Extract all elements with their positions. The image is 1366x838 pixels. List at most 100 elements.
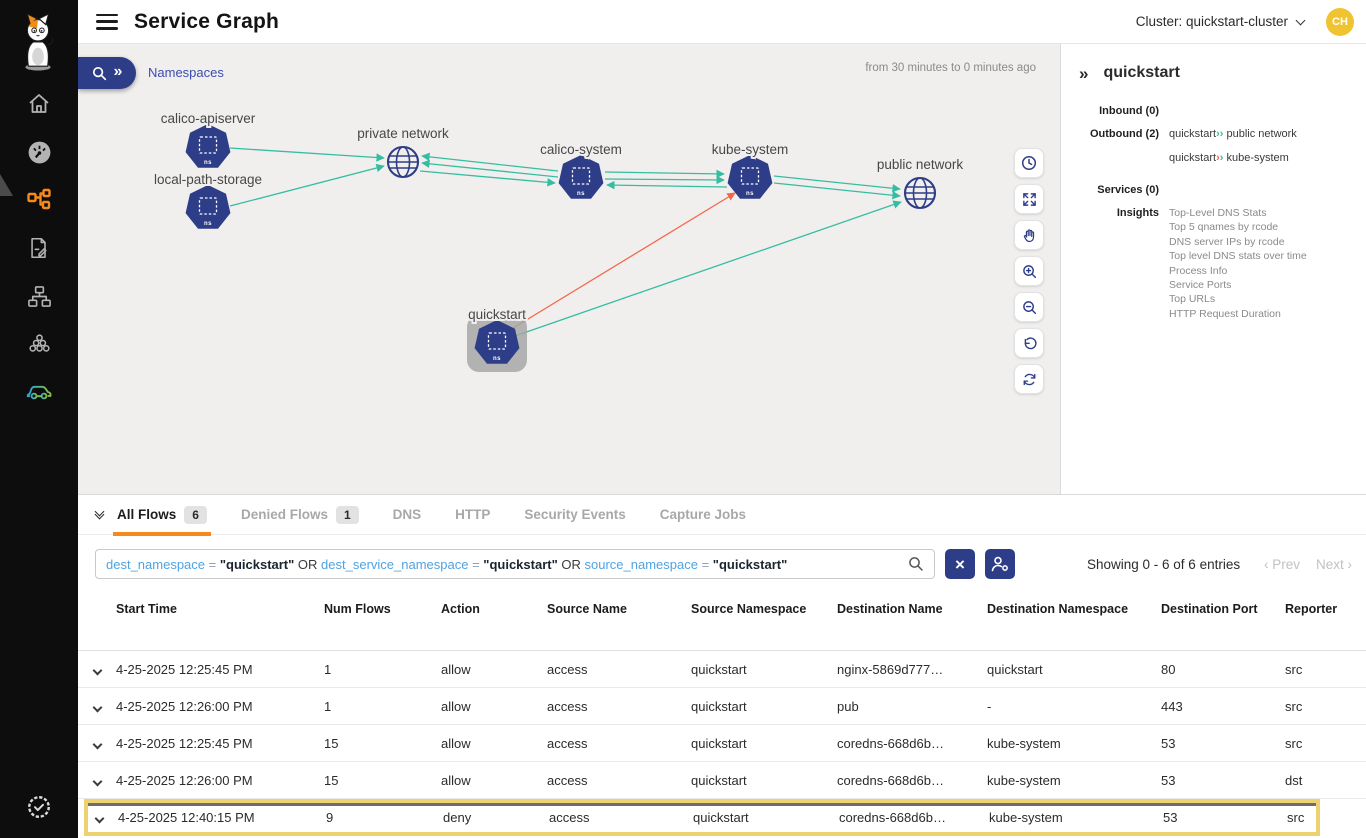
table-cell: quickstart <box>987 661 1043 677</box>
table-cell: access <box>547 698 588 714</box>
tab-dns[interactable]: DNS <box>393 495 422 535</box>
flow-filter-input[interactable]: dest_namespace = "quickstart" OR dest_se… <box>95 549 935 579</box>
table-cell: allow <box>441 698 471 714</box>
table-cell: 1 <box>324 698 332 714</box>
table-cell: quickstart <box>693 810 749 825</box>
tab-all-flows[interactable]: All Flows 6 <box>113 495 211 536</box>
verified-seal-icon[interactable] <box>24 792 54 822</box>
clear-filter-button[interactable]: × <box>945 549 975 579</box>
graph-node-public-network[interactable] <box>903 176 937 210</box>
tab-denied-flows[interactable]: Denied Flows 1 <box>241 495 359 535</box>
service-graph-area: ns calico-apiserver ns local-path-storage pr… <box>78 44 1060 494</box>
user-settings-button[interactable] <box>985 549 1015 579</box>
column-header-destination-namespace[interactable]: Destination Namespace <box>987 602 1129 616</box>
table-cell: src <box>1285 735 1303 751</box>
hamburger-menu-icon[interactable] <box>96 13 118 30</box>
details-panel-title: quickstart <box>1103 64 1180 81</box>
pan-button[interactable] <box>1014 220 1044 250</box>
flows-tabs: All Flows 6 Denied Flows 1 DNS HTTP Security E… <box>113 495 780 536</box>
column-header-reporter[interactable]: Reporter <box>1285 602 1338 616</box>
row-expander[interactable] <box>86 699 116 714</box>
graph-node-local-path-storage[interactable]: ns <box>185 185 231 229</box>
insights-list: Top-Level DNS Stats Top 5 qnames by rcode… <box>1159 206 1356 321</box>
row-expander[interactable] <box>88 810 118 825</box>
insight-item[interactable]: Service Ports <box>1169 279 1232 292</box>
table-row[interactable]: 4-25-2025 12:25:45 PM 1 allow access quickst… <box>78 651 1366 688</box>
breadcrumb-namespaces[interactable]: Namespaces <box>148 65 224 80</box>
table-cell: kube-system <box>987 772 1061 788</box>
tab-security-events[interactable]: Security Events <box>524 495 625 535</box>
prev-button[interactable]: ‹ Prev <box>1263 556 1300 572</box>
graph-toolbar <box>1014 148 1044 394</box>
avatar[interactable]: CH <box>1326 7 1354 36</box>
column-header-action[interactable]: Action <box>441 602 480 616</box>
outbound-source: quickstart <box>1169 152 1217 164</box>
column-header-source-name[interactable]: Source Name <box>547 602 627 616</box>
insight-item[interactable]: Process Info <box>1169 264 1228 277</box>
graph-node-calico-system[interactable]: ns <box>558 155 604 199</box>
cluster-selector[interactable]: Cluster: quickstart-cluster <box>1136 14 1306 29</box>
table-row[interactable]: 4-25-2025 12:40:15 PM 9 deny access quicksta… <box>84 799 1320 836</box>
service-graph-canvas[interactable]: ns calico-apiserver ns local-path-storage pr… <box>78 44 1060 494</box>
row-expander[interactable] <box>86 736 116 751</box>
graph-edge <box>604 169 725 179</box>
outbound-target: kube-system <box>1223 152 1289 164</box>
row-expander[interactable] <box>86 773 116 788</box>
insight-item[interactable]: HTTP Request Duration <box>1169 307 1281 320</box>
insight-item[interactable]: Top-Level DNS Stats <box>1169 207 1267 219</box>
panel-collapse-icon[interactable]: » <box>1079 63 1089 83</box>
graph-edge <box>421 159 559 178</box>
policies-icon[interactable] <box>24 233 54 263</box>
table-row[interactable]: 4-25-2025 12:25:45 PM 15 allow access quicks… <box>78 725 1366 762</box>
insights-label: Insights <box>1116 207 1159 219</box>
collapse-flows-icon[interactable] <box>94 506 105 520</box>
search-icon[interactable] <box>908 556 924 572</box>
flows-panel: All Flows 6 Denied Flows 1 DNS HTTP Security E… <box>78 494 1366 838</box>
network-tree-icon[interactable] <box>24 281 54 311</box>
column-header-destination-name[interactable]: Destination Name <box>837 602 943 616</box>
graph-node-quickstart[interactable]: ns <box>467 315 527 372</box>
undo-button[interactable] <box>1014 328 1044 358</box>
graph-node-private-network[interactable] <box>386 145 420 179</box>
home-icon[interactable] <box>24 89 54 119</box>
inbound-label: Inbound (0) <box>1099 105 1159 117</box>
table-row[interactable]: 4-25-2025 12:26:00 PM 15 allow access quicks… <box>78 762 1366 799</box>
tab-http[interactable]: HTTP <box>455 495 490 535</box>
zoom-in-icon <box>1022 264 1036 278</box>
table-cell: 4-25-2025 12:26:00 PM <box>116 698 253 714</box>
outbound-entry[interactable]: quickstart›› kube-system <box>1169 151 1356 166</box>
table-row[interactable]: 4-25-2025 12:26:00 PM 1 allow access quickst… <box>78 688 1366 725</box>
table-cell: 443 <box>1161 698 1183 714</box>
graph-edge <box>514 200 902 337</box>
column-header-num-flows[interactable]: Num Flows <box>324 602 391 616</box>
column-header-source-namespace[interactable]: Source Namespace <box>691 602 807 616</box>
time-settings-button[interactable] <box>1014 148 1044 178</box>
fit-to-view-button[interactable] <box>1014 184 1044 214</box>
insight-item[interactable]: Top 5 qnames by rcode <box>1169 221 1279 234</box>
graph-search-pill[interactable]: » <box>78 57 136 89</box>
insight-item[interactable]: Top URLs <box>1169 293 1216 306</box>
graph-node-calico-apiserver[interactable]: ns <box>185 124 231 168</box>
service-graph-icon[interactable] <box>24 185 54 215</box>
workloads-cluster-icon[interactable] <box>24 329 54 359</box>
column-header-start-time[interactable]: Start Time <box>116 602 177 616</box>
insight-item[interactable]: Top level DNS stats over time <box>1169 250 1307 263</box>
tab-label: HTTP <box>455 507 491 522</box>
pagination: ‹ Prev Next › <box>1264 557 1358 572</box>
top-header: Service Graph Cluster: quickstart-cluste… <box>78 0 1366 44</box>
outbound-entry[interactable]: quickstart›› public network <box>1169 127 1356 142</box>
table-cell: 53 <box>1163 810 1178 825</box>
next-button[interactable]: Next › <box>1315 556 1352 572</box>
graph-edge <box>229 163 385 207</box>
column-header-destination-port[interactable]: Destination Port <box>1161 602 1258 616</box>
refresh-button[interactable] <box>1014 364 1044 394</box>
graph-node-kube-system[interactable]: ns <box>727 155 773 199</box>
tab-capture-jobs[interactable]: Capture Jobs <box>660 495 746 535</box>
graph-node-label: calico-system <box>540 142 622 157</box>
zoom-in-button[interactable] <box>1014 256 1044 286</box>
zoom-out-button[interactable] <box>1014 292 1044 322</box>
row-expander[interactable] <box>86 662 116 677</box>
dashboard-gauge-icon[interactable] <box>24 137 54 167</box>
insight-item[interactable]: DNS server IPs by rcode <box>1169 235 1285 248</box>
car-icon[interactable] <box>24 376 54 406</box>
